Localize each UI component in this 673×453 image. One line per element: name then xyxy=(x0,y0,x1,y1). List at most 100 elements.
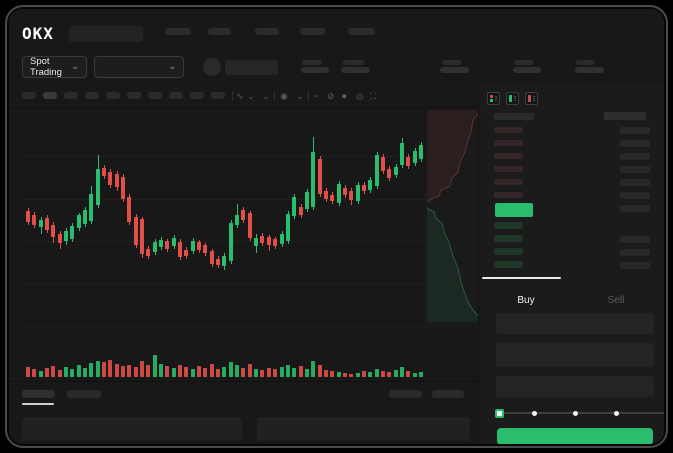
volume-bar xyxy=(368,372,372,377)
volume-bar xyxy=(197,366,201,377)
candle-body xyxy=(222,256,226,266)
spot-trading-dropdown[interactable]: Spot Trading ⌄ xyxy=(22,56,87,78)
volume-bar xyxy=(216,369,220,377)
ask-price-bar[interactable] xyxy=(494,192,523,198)
bottom-divider xyxy=(9,381,478,382)
volume-bar xyxy=(311,361,315,377)
slider-stop-dot[interactable] xyxy=(532,411,537,416)
slider-stop-dot[interactable] xyxy=(573,411,578,416)
volume-bar xyxy=(184,367,188,377)
ask-price-bar[interactable] xyxy=(494,166,523,172)
order-form-field[interactable] xyxy=(496,376,654,397)
volume-bar xyxy=(260,370,264,377)
volume-bar xyxy=(400,367,404,377)
candle-body xyxy=(140,219,144,254)
bid-price-bar[interactable] xyxy=(494,222,523,229)
volume-bar xyxy=(39,371,43,377)
candle-body xyxy=(115,174,119,187)
settings-icon[interactable]: ◎ xyxy=(356,91,364,101)
bottom-tab-underline xyxy=(22,403,54,405)
ask-price-bar[interactable] xyxy=(494,153,523,159)
candle-body xyxy=(381,157,385,171)
candle-body xyxy=(39,220,43,227)
chevron-down-icon[interactable]: ⌄ xyxy=(296,91,304,101)
volume-bar xyxy=(280,367,284,377)
volume-bar xyxy=(299,366,303,377)
ask-amount-bar xyxy=(620,205,650,212)
ask-amount-bar xyxy=(620,192,650,199)
green-cell xyxy=(490,99,493,102)
candle-body xyxy=(248,213,252,238)
snapshot-icon[interactable]: ⏺ xyxy=(342,91,347,101)
candle-body xyxy=(413,151,417,163)
bid-amount-bar xyxy=(620,262,650,269)
depth-bids-area xyxy=(427,208,478,322)
candle-body xyxy=(305,192,309,209)
volume-bar xyxy=(32,369,36,377)
candle-body xyxy=(311,152,315,207)
order-form-field[interactable] xyxy=(496,343,654,367)
line-tool-icon[interactable]: ~ xyxy=(313,91,319,101)
candle-body xyxy=(96,169,100,205)
candle-body xyxy=(159,240,163,247)
orderbook-view-bids-icon[interactable] xyxy=(506,92,519,105)
chevron-down-icon[interactable]: ⌄ xyxy=(262,91,270,101)
candle-body xyxy=(286,214,290,241)
candle-body xyxy=(235,215,239,225)
fullscreen-icon[interactable]: ⛶ xyxy=(370,91,377,101)
last-price-badge[interactable] xyxy=(495,203,533,217)
candle-body xyxy=(121,177,125,199)
ask-amount-bar xyxy=(620,179,650,186)
tab-buy[interactable]: Buy xyxy=(517,294,535,306)
bid-amount-bar xyxy=(620,236,650,243)
spot-trading-label: Spot Trading xyxy=(30,56,62,78)
ask-price-bar[interactable] xyxy=(494,140,523,146)
candle-body xyxy=(387,169,391,178)
slider-stop-dot[interactable] xyxy=(614,411,619,416)
candle-body xyxy=(203,245,207,253)
buy-submit-button[interactable] xyxy=(497,428,653,444)
pair-selector-dropdown[interactable]: ⌄ xyxy=(94,56,184,78)
volume-bar xyxy=(102,362,106,377)
candle-body xyxy=(368,180,372,190)
ask-amount-bar xyxy=(620,166,650,173)
ask-price-bar[interactable] xyxy=(494,127,523,133)
candlestick-chart[interactable] xyxy=(9,112,478,402)
volume-bar xyxy=(248,364,252,377)
ask-price-bar[interactable] xyxy=(494,179,523,185)
bid-price-bar[interactable] xyxy=(494,235,523,242)
candle-body xyxy=(77,215,81,228)
volume-bar xyxy=(64,367,68,377)
candle-body xyxy=(89,194,93,221)
candle-style-icon[interactable]: ∿ xyxy=(236,91,244,101)
chevron-down-icon[interactable]: ⌄ xyxy=(247,91,255,101)
chart-toolbar: ∿ ⌄ ⌄ ◉ ⌄ ~ ⊘ ⏺ ◎ ⛶ xyxy=(9,9,664,444)
indicator-icon[interactable]: ◉ xyxy=(280,91,288,101)
red-cell xyxy=(490,95,493,98)
draw-tool-icon[interactable]: ⊘ xyxy=(327,91,335,101)
chevron-down-icon: ⌄ xyxy=(168,60,176,71)
volume-bar xyxy=(375,369,379,377)
orderbook-view-combined-icon[interactable] xyxy=(487,92,500,105)
bid-price-bar[interactable] xyxy=(494,248,523,255)
amount-slider-handle[interactable] xyxy=(495,409,504,418)
volume-bar xyxy=(305,369,309,377)
gridline xyxy=(22,283,434,284)
candle-body xyxy=(197,242,201,250)
orderbook-view-asks-icon[interactable] xyxy=(525,92,538,105)
amount-slider-track[interactable] xyxy=(500,412,664,414)
volume-bar xyxy=(413,373,417,377)
volume-bar xyxy=(324,370,328,377)
volume-bar xyxy=(286,365,290,377)
ask-amount-bar xyxy=(620,153,650,160)
depth-gauge xyxy=(427,110,478,330)
candle-body xyxy=(102,168,106,176)
volume-bar xyxy=(191,369,195,377)
tab-sell[interactable]: Sell xyxy=(607,294,625,306)
order-form-field[interactable] xyxy=(496,313,654,334)
bid-price-bar[interactable] xyxy=(494,261,523,268)
gridline xyxy=(22,199,434,200)
volume-bar xyxy=(229,362,233,377)
candle-body xyxy=(419,145,423,159)
